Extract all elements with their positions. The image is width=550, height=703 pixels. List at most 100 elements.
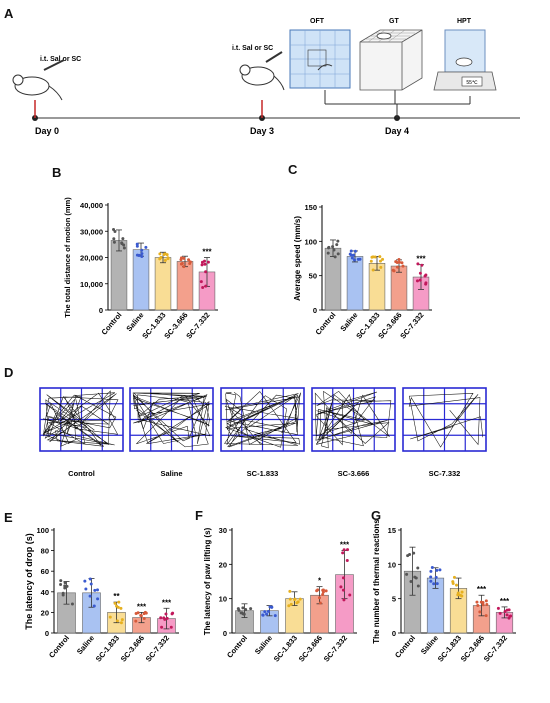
data-point [169,625,173,629]
data-point [119,606,123,610]
data-point [265,612,269,616]
data-point [63,586,67,590]
data-point [241,606,245,610]
data-point [418,271,422,275]
data-point [424,281,428,285]
data-point [158,252,162,256]
y-axis-label: Average speed (mm/s) [293,216,302,301]
data-point [429,575,433,579]
y-axis-label: The latency of drop (s) [24,533,34,630]
track-plot: SC-3.666 [311,387,396,478]
data-point [203,262,207,266]
data-point [412,551,416,555]
data-point [92,604,96,608]
significance-label: *** [416,255,426,264]
data-point [485,602,489,606]
chart-total-distance: 0 10,000 20,000 30,000 40,000 The total dista… [63,197,218,341]
data-point [239,611,243,615]
data-point [121,237,125,241]
data-point [507,608,511,612]
data-point [112,240,116,244]
significance-label: *** [137,602,147,611]
data-point [406,554,410,558]
x-tick-label: Control [313,311,337,337]
track-plot: SC-1.833 [220,387,305,478]
data-point [113,229,117,233]
x-tick-label: Saline [338,311,359,334]
y-tick-label: 10 [388,560,396,569]
bar [154,257,172,311]
data-point [201,286,205,290]
data-point [498,611,502,615]
chart-latency-paw-lifting: 0 10 20 30 The latency of paw lifting (s) Con… [203,526,357,664]
data-point [481,603,485,607]
data-point [162,616,166,620]
bar [324,247,342,311]
significance-label: *** [202,248,212,257]
data-point [353,249,357,253]
data-point [416,584,420,588]
grip-test-icon [359,29,423,91]
day-label: Day 3 [250,126,274,136]
data-point [140,252,144,256]
data-point [140,248,144,252]
data-point [236,607,240,611]
data-point [326,251,330,255]
test-label: HPT [457,18,472,25]
x-tick-label: Control [393,634,417,660]
data-point [378,255,382,259]
data-point [481,600,485,604]
x-tick-label: SC-7.332 [482,634,509,664]
data-point [435,568,439,572]
y-tick-label: 80 [41,547,49,556]
data-point [397,258,401,262]
data-point [164,612,168,616]
data-point [163,252,167,256]
data-point [289,602,293,606]
data-point [452,575,456,579]
y-axis-label: The total distance of motion (mm) [63,197,72,318]
data-point [432,582,436,586]
data-point [336,252,340,256]
data-point [321,592,325,596]
y-tick-label: 0 [313,306,317,315]
y-axis-label: The number of thermal reactions [372,519,381,644]
y-tick-label: 150 [304,203,317,212]
data-point [327,245,331,249]
data-point [484,614,488,618]
movement-path [314,390,392,449]
data-point [458,593,462,597]
x-tick-label: SC-7.332 [184,311,211,341]
data-point [293,597,297,601]
data-point [503,609,507,613]
data-point [288,589,292,593]
data-point [496,606,500,610]
data-point [371,268,375,272]
data-point [296,600,300,604]
y-tick-label: 5 [392,595,396,604]
data-point [298,597,302,601]
panel-label-c: C [288,162,298,177]
x-tick-label: SC-7.332 [144,634,171,664]
hot-plate-test-icon [433,29,497,91]
data-point [475,600,479,604]
data-point [423,274,427,278]
data-point [270,605,274,609]
data-point [332,248,336,252]
data-point [324,589,328,593]
data-point [88,594,92,598]
data-point [342,598,346,602]
timeline: Day 0 Day 3 Day 4 i.t. Sal or SC i.t. Sa… [12,18,520,136]
data-point [166,256,170,260]
y-tick-label: 30 [219,526,227,535]
x-tick-label: SC-3.666 [119,634,146,664]
data-point [244,608,248,612]
movement-path [132,392,211,448]
data-point [379,265,383,269]
x-tick-label: Control [47,634,71,660]
test-label: GT [389,18,399,25]
data-point [352,253,356,257]
data-point [378,259,382,263]
data-point [460,590,464,594]
